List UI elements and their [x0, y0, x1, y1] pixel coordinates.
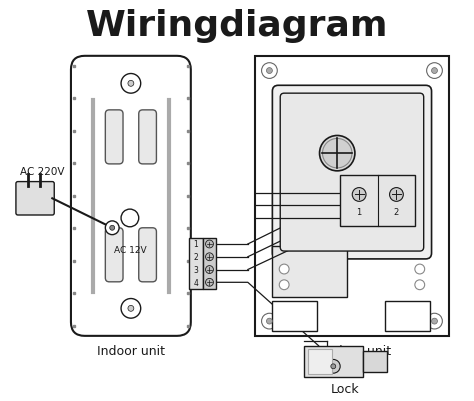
Circle shape [128, 306, 134, 312]
FancyBboxPatch shape [16, 182, 54, 215]
Text: 1: 1 [193, 240, 198, 249]
Circle shape [431, 69, 438, 74]
Circle shape [206, 253, 213, 261]
Text: 2: 2 [193, 253, 198, 261]
Circle shape [415, 280, 425, 290]
Circle shape [121, 299, 141, 318]
FancyBboxPatch shape [105, 228, 123, 282]
Circle shape [266, 69, 273, 74]
Bar [255, 57, 449, 336]
Text: Indoor unit: Indoor unit [97, 344, 165, 357]
Bar [363, 351, 387, 372]
Bar [273, 302, 317, 331]
Text: Outdoor unit: Outdoor unit [312, 344, 392, 357]
Bar [308, 349, 332, 374]
Bar [304, 346, 363, 377]
Circle shape [110, 226, 115, 231]
Bar [189, 238, 202, 289]
Circle shape [121, 74, 141, 94]
FancyBboxPatch shape [139, 111, 156, 164]
Circle shape [262, 314, 277, 329]
Circle shape [206, 241, 213, 248]
Circle shape [322, 139, 352, 168]
Circle shape [327, 360, 340, 373]
Circle shape [121, 210, 139, 227]
Circle shape [105, 221, 119, 235]
Text: AC 12V: AC 12V [114, 246, 147, 255]
Circle shape [206, 279, 213, 287]
FancyBboxPatch shape [273, 86, 431, 259]
FancyBboxPatch shape [280, 94, 424, 251]
Circle shape [415, 265, 425, 274]
Circle shape [279, 280, 289, 290]
Circle shape [390, 188, 403, 202]
FancyBboxPatch shape [139, 228, 156, 282]
Text: Lock: Lock [331, 382, 359, 395]
Bar [340, 176, 415, 226]
Circle shape [262, 63, 277, 79]
Bar [385, 302, 429, 331]
Circle shape [431, 318, 438, 324]
FancyBboxPatch shape [71, 57, 191, 336]
Circle shape [128, 81, 134, 87]
Text: Wiringdiagram: Wiringdiagram [86, 9, 388, 43]
Bar [202, 238, 216, 289]
FancyBboxPatch shape [105, 111, 123, 164]
Circle shape [206, 266, 213, 274]
Circle shape [279, 265, 289, 274]
Circle shape [319, 136, 355, 171]
Circle shape [266, 318, 273, 324]
Circle shape [427, 314, 442, 329]
Circle shape [352, 188, 366, 202]
Circle shape [427, 63, 442, 79]
Bar [273, 247, 347, 297]
Text: 3: 3 [193, 265, 198, 274]
Text: 2: 2 [394, 208, 399, 217]
Text: 4: 4 [193, 278, 198, 287]
Circle shape [331, 364, 336, 369]
Text: 1: 1 [356, 208, 362, 217]
Text: AC 220V: AC 220V [20, 166, 64, 176]
